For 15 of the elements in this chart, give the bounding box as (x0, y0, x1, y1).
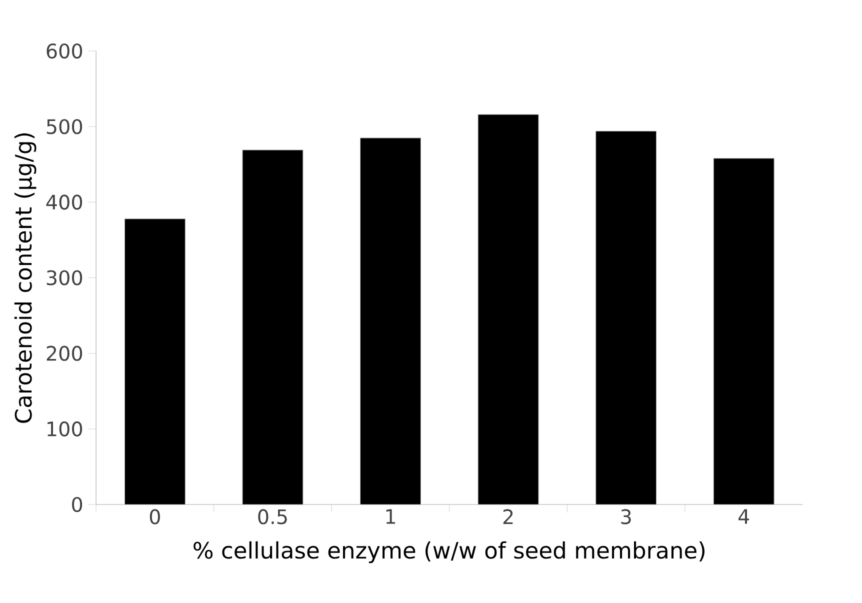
x-axis-title: % cellulase enzyme (w/w of seed membrane) (194, 541, 704, 564)
x-tick-label: 4 (738, 509, 750, 524)
x-tick-label: 3 (621, 509, 631, 524)
y-tick-label: 0 (72, 497, 82, 512)
y-axis-title: Carotenoid content (µg/g) (14, 133, 36, 423)
x-tick-label: 0.5 (258, 509, 287, 524)
y-tick-label: 400 (46, 194, 82, 210)
y-tick-label: 300 (46, 270, 82, 286)
y-tick-label: 100 (48, 422, 82, 437)
x-tick-label: 2 (503, 509, 513, 524)
x-tick-label: 1 (386, 509, 395, 524)
y-tick-label: 500 (46, 119, 82, 134)
x-tick-label: 0 (150, 509, 160, 524)
y-tick-label: 600 (46, 44, 82, 59)
y-tick-label: 200 (46, 346, 82, 362)
